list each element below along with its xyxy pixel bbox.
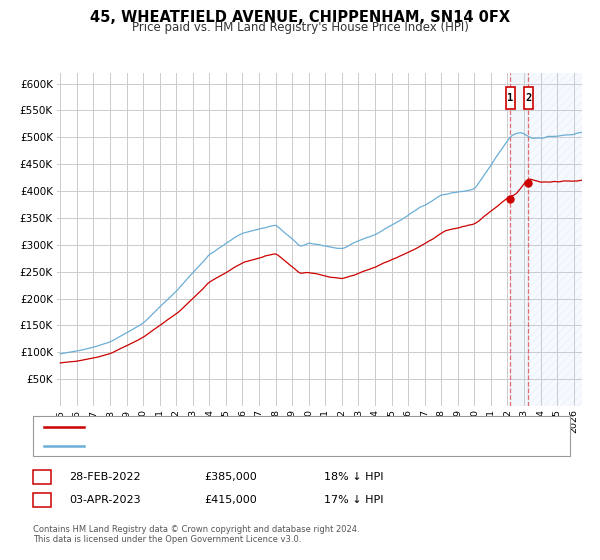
Text: £385,000: £385,000 [204, 472, 257, 482]
Text: 2: 2 [38, 494, 46, 505]
Text: This data is licensed under the Open Government Licence v3.0.: This data is licensed under the Open Gov… [33, 535, 301, 544]
Bar [510, 73, 528, 406]
Text: 1: 1 [507, 93, 514, 103]
Text: 45, WHEATFIELD AVENUE, CHIPPENHAM, SN14 0FX: 45, WHEATFIELD AVENUE, CHIPPENHAM, SN14 … [90, 10, 510, 25]
Text: 03-APR-2023: 03-APR-2023 [69, 494, 140, 505]
Text: £415,000: £415,000 [204, 494, 257, 505]
Text: Price paid vs. HM Land Registry's House Price Index (HPI): Price paid vs. HM Land Registry's House … [131, 21, 469, 34]
Text: 1: 1 [38, 472, 46, 482]
FancyBboxPatch shape [506, 87, 515, 109]
Text: Contains HM Land Registry data © Crown copyright and database right 2024.: Contains HM Land Registry data © Crown c… [33, 525, 359, 534]
Bar [528, 73, 582, 406]
FancyBboxPatch shape [524, 87, 533, 109]
Text: 17% ↓ HPI: 17% ↓ HPI [324, 494, 383, 505]
Text: 45, WHEATFIELD AVENUE, CHIPPENHAM, SN14 0FX (detached house): 45, WHEATFIELD AVENUE, CHIPPENHAM, SN14 … [89, 422, 433, 432]
Text: 28-FEB-2022: 28-FEB-2022 [69, 472, 140, 482]
Text: HPI: Average price, detached house, Wiltshire: HPI: Average price, detached house, Wilt… [89, 441, 317, 450]
Text: 18% ↓ HPI: 18% ↓ HPI [324, 472, 383, 482]
Text: 2: 2 [525, 93, 532, 103]
